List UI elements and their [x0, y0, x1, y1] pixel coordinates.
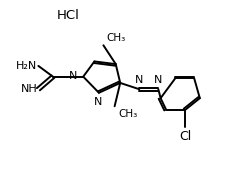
Text: NH: NH — [20, 84, 37, 94]
Text: HCl: HCl — [57, 9, 80, 22]
Text: H₂N: H₂N — [16, 61, 37, 71]
Text: CH₃: CH₃ — [118, 109, 137, 119]
Text: N: N — [135, 75, 143, 85]
Text: N: N — [94, 97, 102, 107]
Text: CH₃: CH₃ — [107, 33, 126, 43]
Text: Cl: Cl — [179, 130, 191, 143]
Text: N: N — [154, 75, 163, 85]
Text: N: N — [69, 71, 78, 81]
